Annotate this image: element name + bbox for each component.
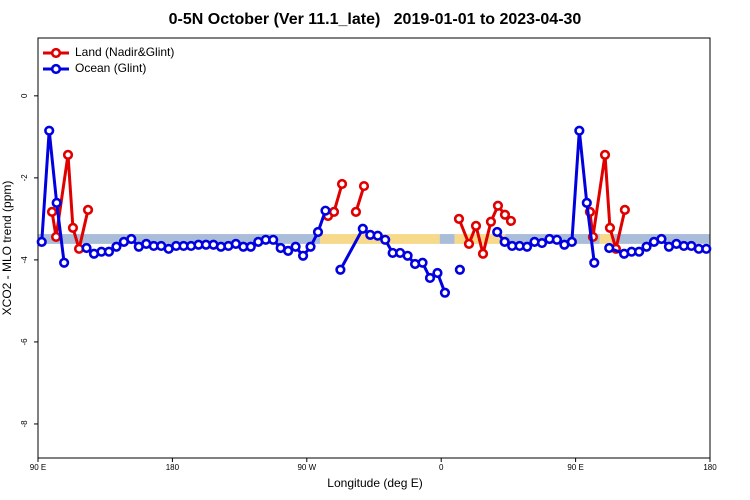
point bbox=[589, 257, 600, 268]
point bbox=[521, 241, 533, 252]
x-tick-label: 180 bbox=[166, 463, 180, 472]
y-tick-label: -2 bbox=[20, 174, 29, 182]
point bbox=[701, 243, 712, 254]
point bbox=[290, 241, 301, 252]
point bbox=[492, 200, 504, 211]
x-tick-label: 90 W bbox=[297, 463, 316, 472]
y-tick-label: 0 bbox=[20, 93, 29, 98]
point bbox=[245, 241, 256, 252]
point bbox=[335, 264, 346, 275]
point bbox=[492, 226, 503, 238]
y-tick-label: -6 bbox=[20, 338, 29, 346]
point bbox=[402, 250, 413, 261]
point bbox=[44, 125, 55, 136]
point bbox=[499, 209, 511, 220]
x-axis-label: Longitude (deg E) bbox=[327, 476, 422, 490]
x-tick-label: 90 E bbox=[567, 463, 583, 472]
point bbox=[432, 267, 443, 279]
x-tick-label: 180 bbox=[703, 463, 717, 472]
point bbox=[424, 272, 436, 284]
band bbox=[38, 234, 321, 244]
point bbox=[350, 206, 362, 218]
point bbox=[477, 248, 489, 259]
point bbox=[463, 238, 475, 249]
point bbox=[453, 213, 465, 224]
band bbox=[439, 234, 455, 244]
point bbox=[499, 236, 510, 247]
point bbox=[619, 204, 630, 215]
point bbox=[305, 241, 316, 252]
point bbox=[36, 236, 47, 247]
point bbox=[46, 206, 58, 218]
point bbox=[599, 149, 611, 160]
point bbox=[67, 222, 79, 234]
point bbox=[372, 230, 383, 241]
point bbox=[604, 242, 615, 254]
point bbox=[604, 222, 616, 234]
point bbox=[268, 234, 279, 245]
point bbox=[297, 250, 309, 261]
point bbox=[417, 257, 428, 268]
point bbox=[103, 246, 115, 257]
legend-marker bbox=[50, 47, 62, 59]
point bbox=[505, 215, 517, 227]
point bbox=[50, 231, 62, 243]
x-tick-label: 90 E bbox=[30, 463, 46, 472]
point bbox=[59, 257, 70, 268]
point bbox=[380, 234, 391, 245]
point bbox=[62, 149, 74, 160]
point bbox=[641, 241, 652, 252]
point bbox=[485, 216, 497, 227]
x-tick-label: 0 bbox=[439, 463, 444, 472]
legend-label: Land (Nadir&Glint) bbox=[75, 45, 174, 59]
chart-title: 0-5N October (Ver 11.1_late) 2019-01-01 … bbox=[169, 11, 582, 28]
point bbox=[126, 233, 137, 245]
band bbox=[599, 234, 615, 244]
point bbox=[439, 287, 451, 298]
point bbox=[283, 245, 294, 256]
point bbox=[111, 241, 122, 252]
point bbox=[312, 226, 324, 238]
point bbox=[51, 197, 62, 208]
point bbox=[81, 242, 92, 254]
y-tick-label: -8 bbox=[20, 420, 29, 428]
y-tick-label: -4 bbox=[20, 256, 29, 264]
point bbox=[328, 206, 340, 218]
legend-marker bbox=[50, 63, 62, 75]
y-axis-label: XCO2 - MLO trend (ppm) bbox=[0, 181, 14, 316]
legend-label: Ocean (Glint) bbox=[75, 61, 146, 75]
point bbox=[536, 237, 548, 249]
point bbox=[454, 264, 465, 275]
point bbox=[633, 246, 645, 257]
point bbox=[320, 205, 331, 216]
point bbox=[357, 223, 368, 234]
point bbox=[574, 125, 585, 136]
point bbox=[551, 234, 563, 245]
point bbox=[336, 178, 348, 190]
point bbox=[566, 236, 577, 247]
point bbox=[82, 204, 94, 215]
point bbox=[581, 197, 592, 208]
point bbox=[470, 220, 482, 231]
point bbox=[358, 180, 370, 192]
point bbox=[656, 233, 667, 245]
